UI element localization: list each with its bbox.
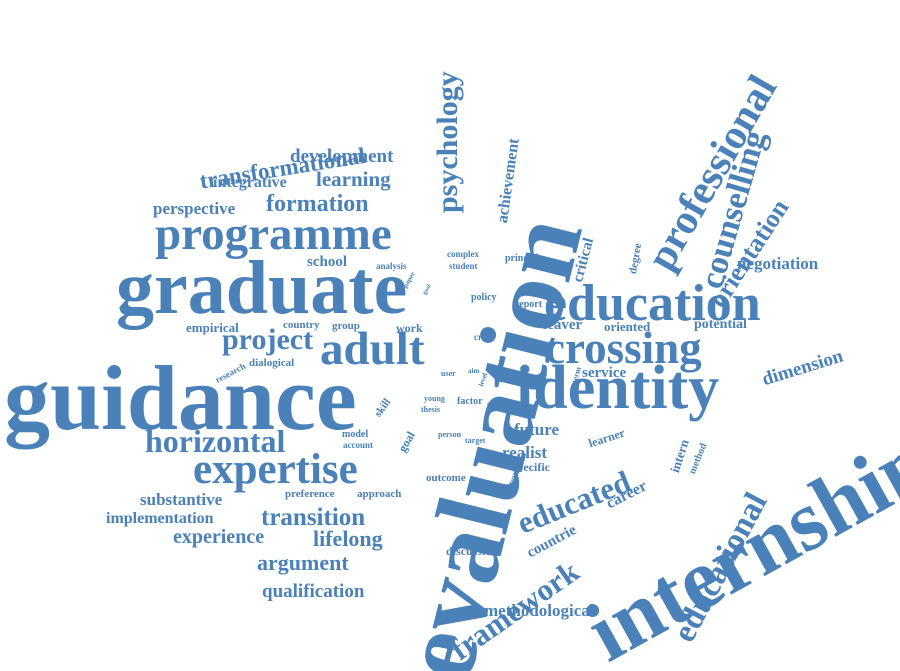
word-preference: preference bbox=[285, 488, 335, 500]
word-goal-small: goal bbox=[422, 283, 433, 296]
word-principle: principle bbox=[505, 253, 544, 264]
word-education: education bbox=[544, 275, 761, 332]
word-leaver: leaver bbox=[543, 317, 583, 333]
word-service: service bbox=[582, 365, 627, 381]
word-learning: learning bbox=[316, 167, 391, 191]
word-perspective: perspective bbox=[153, 199, 236, 218]
word-formation: formation bbox=[266, 191, 369, 217]
word-outcome: outcome bbox=[426, 472, 466, 484]
word-argument: argument bbox=[257, 550, 349, 575]
word-implementation: implementation bbox=[106, 510, 214, 527]
word-aim: aim bbox=[468, 367, 480, 375]
word-policy: policy bbox=[471, 292, 497, 303]
word-oriented: oriented bbox=[604, 319, 651, 334]
word-substantive: substantive bbox=[140, 490, 223, 509]
word-approach: approach bbox=[357, 488, 402, 500]
word-psychology: psychology bbox=[431, 71, 464, 213]
word-development: development bbox=[290, 146, 394, 167]
word-person: person bbox=[438, 430, 462, 439]
word-target: target bbox=[465, 436, 486, 445]
word-report: report bbox=[515, 299, 543, 310]
word-qualification: qualification bbox=[262, 581, 365, 602]
word-goal: goal bbox=[395, 429, 418, 455]
word-school: school bbox=[307, 254, 348, 270]
word-methodological: methodological bbox=[484, 601, 595, 620]
word-dimension: dimension bbox=[759, 345, 846, 391]
word-specific: specific bbox=[512, 460, 550, 474]
word-graduate: graduate bbox=[116, 246, 408, 330]
word-transition: transition bbox=[261, 504, 366, 531]
word-skill: skill bbox=[372, 396, 394, 420]
word-negotiation: negotiation bbox=[737, 254, 819, 273]
word-experience: experience bbox=[173, 526, 265, 548]
word-expertise: expertise bbox=[193, 446, 358, 493]
word-complex: complex bbox=[447, 249, 479, 259]
word-horizontal: horizontal bbox=[145, 423, 286, 459]
word-final: final bbox=[495, 375, 511, 384]
word-future: future bbox=[514, 420, 560, 439]
word-account: account bbox=[343, 440, 373, 450]
word-adult: adult bbox=[320, 323, 425, 375]
word-realist: realist bbox=[502, 443, 548, 462]
word-crossing: crossing bbox=[545, 323, 702, 373]
word-identity: identity bbox=[516, 354, 720, 422]
word-discussion: discussion bbox=[446, 544, 499, 558]
word-factor: factor bbox=[457, 396, 483, 407]
word-analysis: analysis bbox=[376, 261, 407, 271]
word-potential: potential bbox=[694, 317, 747, 332]
word-empirical: empirical bbox=[186, 320, 239, 335]
word-young: young bbox=[424, 394, 445, 403]
word-dialogical: dialogical bbox=[249, 357, 295, 369]
word-degree: degree bbox=[627, 242, 645, 275]
word-student: student bbox=[449, 261, 478, 271]
word-model: model bbox=[342, 429, 369, 440]
word-integrative: integrative bbox=[213, 174, 287, 191]
word-lifelong: lifelong bbox=[313, 526, 383, 551]
word-country: country bbox=[283, 319, 320, 331]
word-thesis: thesis bbox=[421, 405, 441, 414]
word-group: group bbox=[332, 320, 360, 332]
word-project: project bbox=[222, 323, 314, 356]
word-cross: cross bbox=[474, 332, 494, 342]
word-learner: learner bbox=[586, 425, 627, 451]
word-hand: hand bbox=[487, 402, 503, 410]
word-method: method bbox=[687, 441, 710, 476]
word-user: user bbox=[441, 369, 456, 378]
word-guidance: guidance bbox=[4, 347, 357, 449]
word-work: work bbox=[396, 321, 423, 335]
word-programme: programme bbox=[155, 208, 392, 260]
